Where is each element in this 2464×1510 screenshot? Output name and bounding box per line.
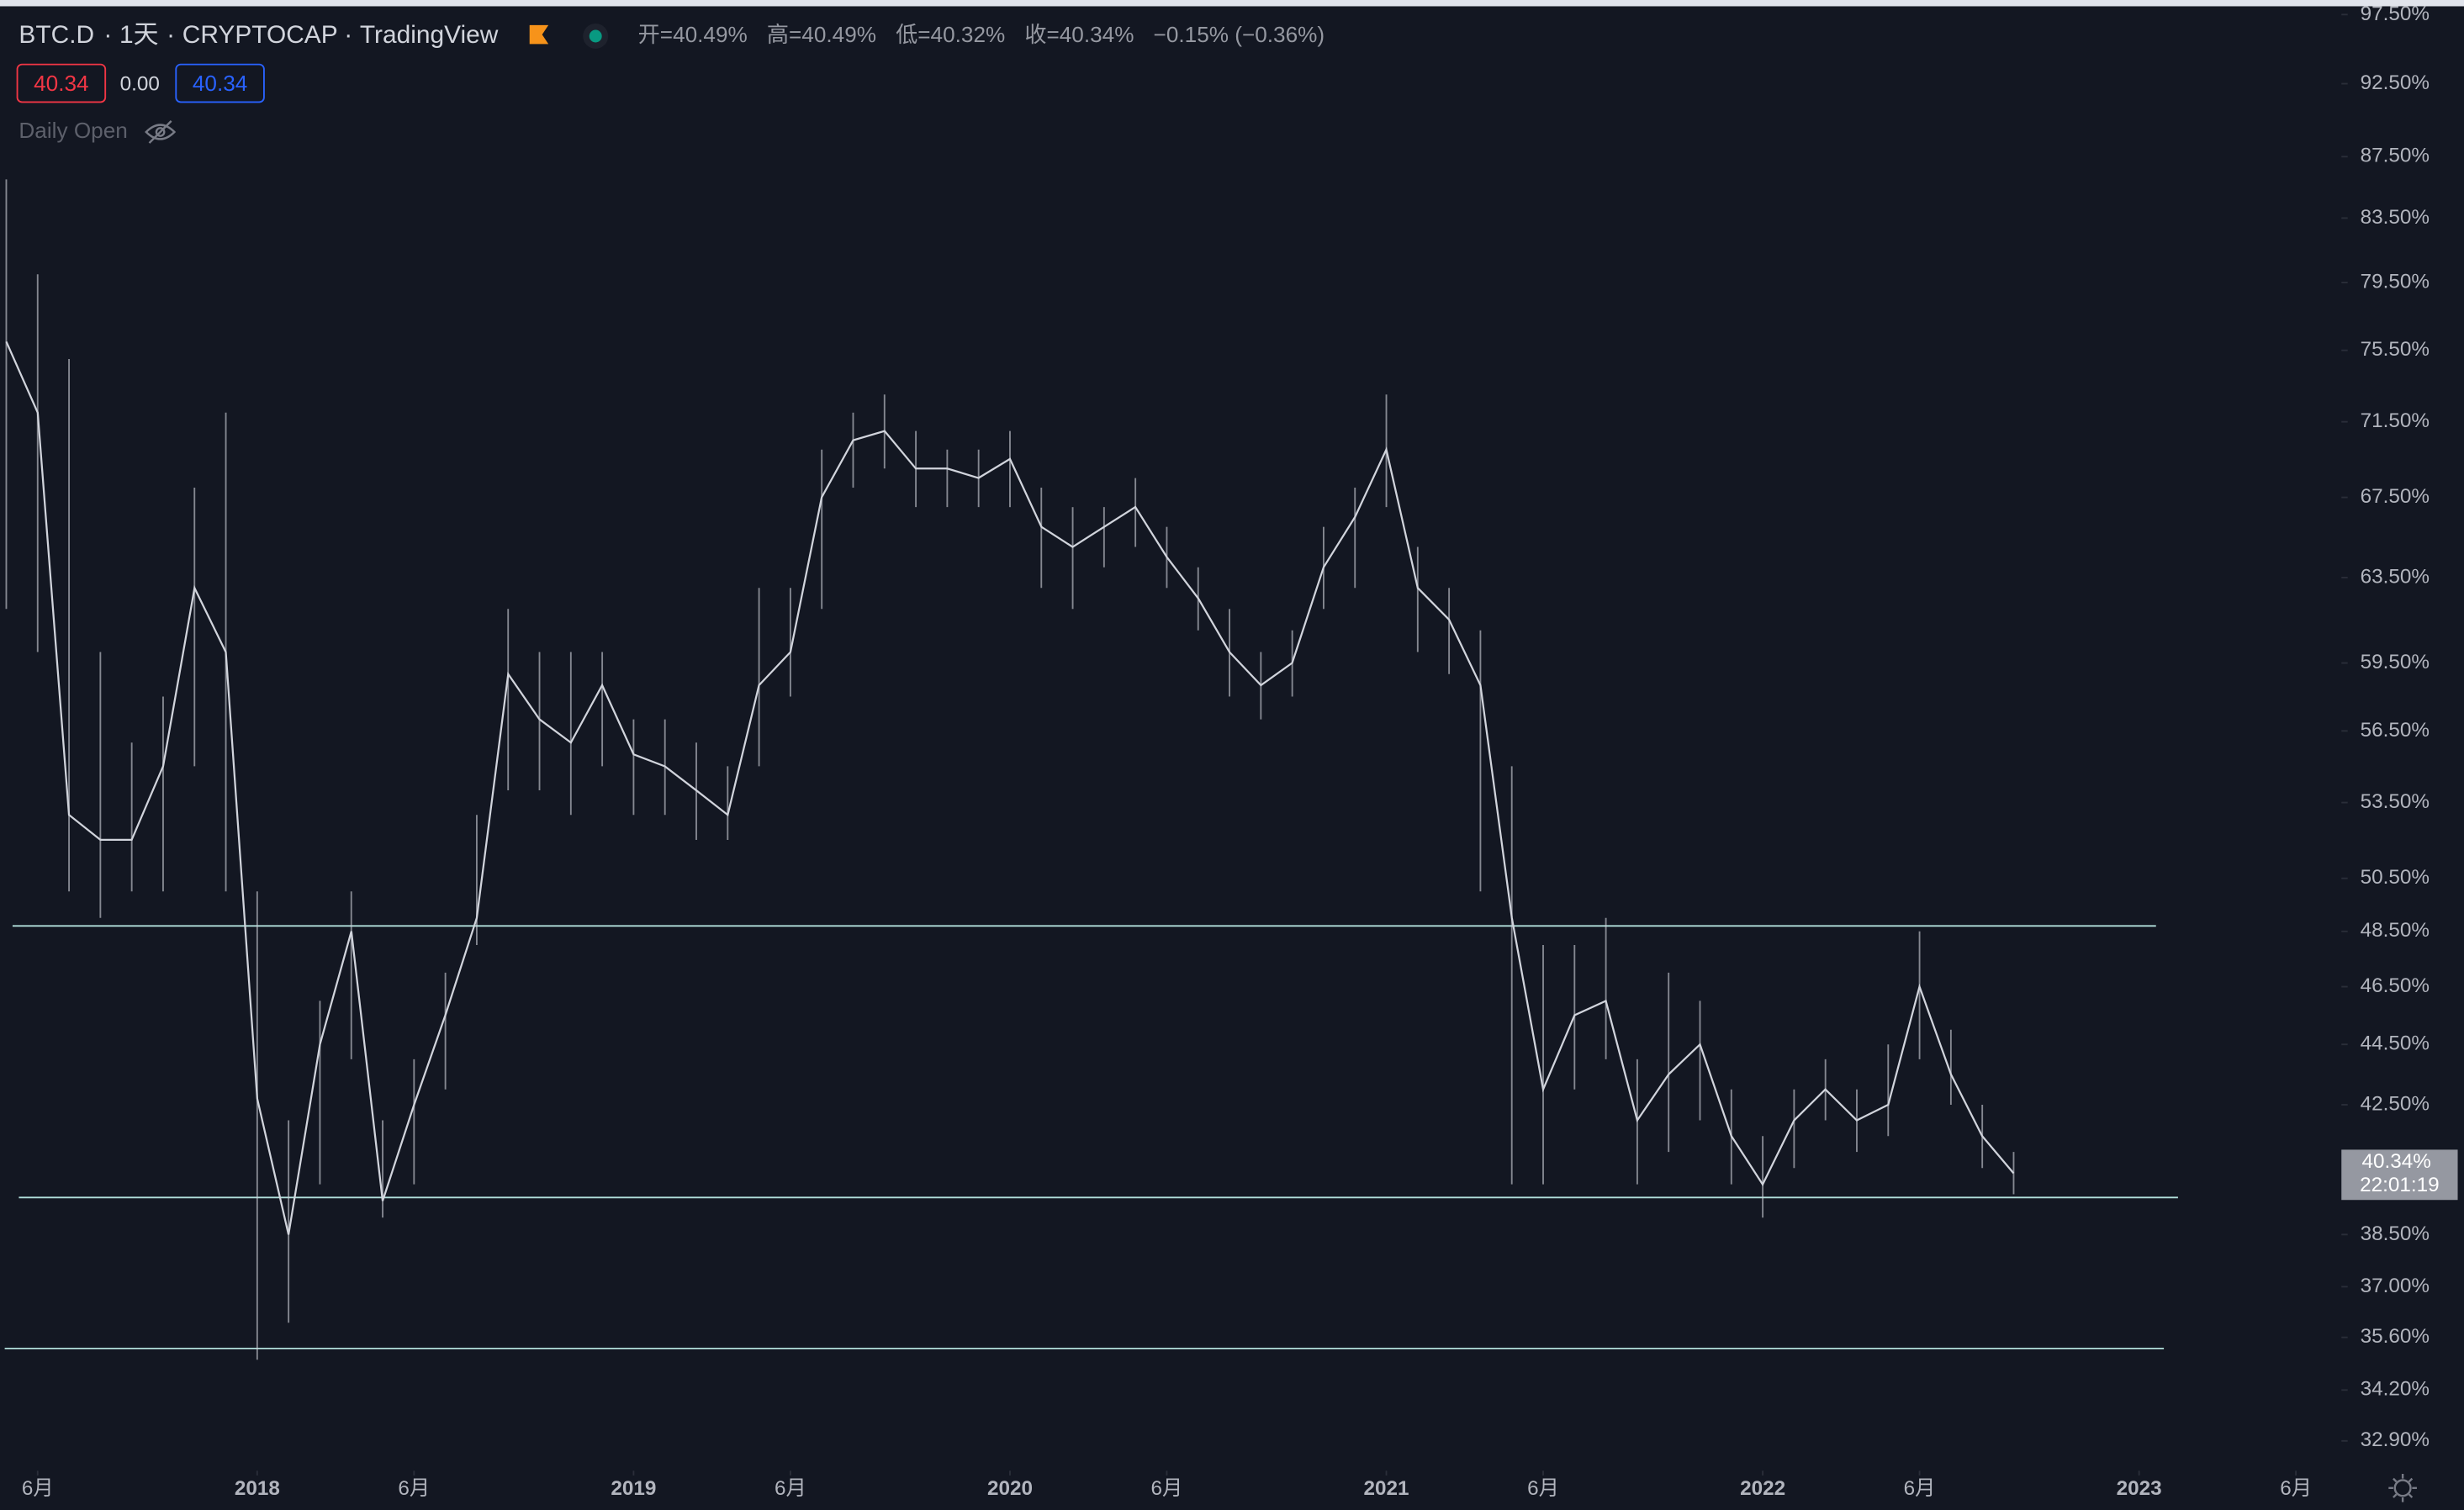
y-tick-label: 32.90% <box>2361 1428 2430 1451</box>
status-dot <box>589 29 602 43</box>
x-tick-label: 2020 <box>987 1477 1033 1500</box>
x-tick-label: 2022 <box>1740 1477 1785 1500</box>
x-tick-label: 6月 <box>1904 1477 1936 1500</box>
y-tick-label: 48.50% <box>2361 919 2430 942</box>
y-tick-label: 42.50% <box>2361 1092 2430 1115</box>
bid[interactable]: 40.34 <box>34 71 88 96</box>
ask-box[interactable] <box>175 63 265 103</box>
separator: · <box>103 21 112 49</box>
legend-open: 开=40.49% <box>638 22 748 47</box>
interval[interactable]: 1天 <box>119 21 159 49</box>
y-tick-label: 92.50% <box>2361 71 2430 94</box>
y-tick-label: 79.50% <box>2361 270 2430 293</box>
x-tick-label: 6月 <box>22 1477 54 1500</box>
legend-close: 收=40.34% <box>1024 22 1134 47</box>
y-tick-label: 34.20% <box>2361 1378 2430 1401</box>
x-tick-label: 6月 <box>398 1477 430 1500</box>
hide-icon[interactable] <box>145 120 177 144</box>
y-tick-label: 63.50% <box>2361 565 2430 588</box>
symbol[interactable]: BTC.D <box>19 21 94 49</box>
y-tick-label: 53.50% <box>2361 790 2430 813</box>
y-tick-label: 38.50% <box>2361 1222 2430 1245</box>
y-tick-label: 56.50% <box>2361 719 2430 742</box>
source: TradingView <box>360 21 499 49</box>
x-tick-label: 2018 <box>235 1477 280 1500</box>
settings-icon[interactable] <box>2388 1474 2417 1502</box>
separator: · <box>167 21 175 49</box>
plot-area <box>4 179 2178 1360</box>
indicator[interactable]: Daily Open <box>19 118 127 143</box>
last-price-label: 40.34% <box>2361 1150 2430 1173</box>
y-tick-label: 83.50% <box>2361 206 2430 229</box>
x-tick-label: 6月 <box>1151 1477 1183 1500</box>
y-tick-label: 67.50% <box>2361 485 2430 508</box>
price-line <box>5 341 2015 1235</box>
x-tick-label: 2019 <box>611 1477 656 1500</box>
flag-icon[interactable] <box>529 24 549 45</box>
spread: 0.00 <box>120 72 160 95</box>
y-tick-label: 46.50% <box>2361 974 2430 997</box>
separator: · <box>344 21 352 49</box>
legend-high: 高=40.49% <box>767 22 876 47</box>
bid-box[interactable] <box>16 63 107 103</box>
x-tick-label: 6月 <box>2280 1477 2312 1500</box>
x-tick-label: 6月 <box>1527 1477 1559 1500</box>
ask[interactable]: 40.34 <box>193 71 247 96</box>
y-tick-label: 87.50% <box>2361 145 2430 167</box>
y-tick-label: 97.50% <box>2361 3 2430 25</box>
y-tick-label: 50.50% <box>2361 866 2430 889</box>
exchange: CRYPTOCAP <box>182 21 338 49</box>
x-tick-label: 2023 <box>2117 1477 2162 1500</box>
y-tick-label: 44.50% <box>2361 1032 2430 1055</box>
x-tick-label: 2021 <box>1364 1477 1409 1500</box>
y-tick-label: 71.50% <box>2361 409 2430 432</box>
y-tick-label: 35.60% <box>2361 1325 2430 1348</box>
y-tick-label: 37.00% <box>2361 1275 2430 1297</box>
x-tick-label: 6月 <box>775 1477 806 1500</box>
y-tick-label: 59.50% <box>2361 651 2430 673</box>
legend-low: 低=40.32% <box>896 22 1005 47</box>
y-tick-label: 75.50% <box>2361 338 2430 361</box>
last-price-tag <box>2341 1149 2458 1201</box>
legend-change: −0.15% (−0.36%) <box>1154 22 1325 47</box>
top-border <box>0 0 2464 7</box>
countdown: 22:01:19 <box>2360 1174 2440 1196</box>
